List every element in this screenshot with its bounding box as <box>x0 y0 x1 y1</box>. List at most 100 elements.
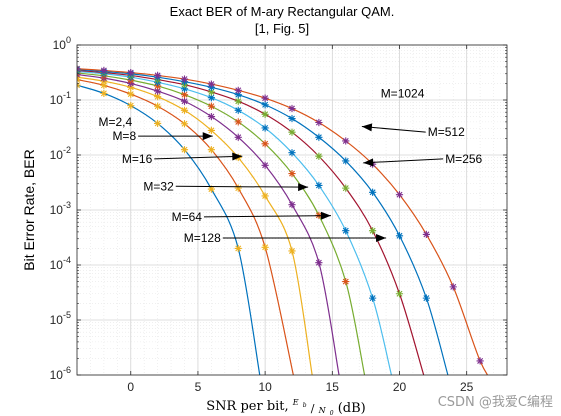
data-point-m512 <box>288 114 296 123</box>
data-point-m512 <box>422 294 430 302</box>
data-point-m1024 <box>395 191 404 199</box>
annotations-group: M=1024 M=512 M=256 M=2,4M=8 M=16 M=32 M=64 M=12… <box>99 87 483 245</box>
y-tick-base: 10 <box>50 93 64 107</box>
x-axis-label-prefix: SNR per bit, <box>206 399 293 414</box>
x-axis-label-n0: N <box>318 406 327 415</box>
x-tick-label: 20 <box>393 380 407 394</box>
series-line-m32 <box>77 73 340 375</box>
data-point-m4 <box>180 146 189 154</box>
y-tick-exponent: -5 <box>63 310 71 320</box>
x-tick-label: 10 <box>258 380 272 394</box>
y-tick-label: 10-2 <box>50 145 71 162</box>
x-tick-label: 15 <box>326 380 340 394</box>
data-point-m16 <box>288 247 296 255</box>
data-point-m512 <box>315 133 323 141</box>
annotation-arrow-line <box>361 125 426 133</box>
annotation-arrow-line <box>154 155 243 160</box>
data-point-m64 <box>261 140 269 148</box>
data-point-m16 <box>154 93 162 101</box>
y-tick-base: 10 <box>50 313 64 327</box>
data-point-m1024 <box>342 137 350 145</box>
data-point-m64 <box>180 91 189 99</box>
annotation-arrow-line <box>363 158 444 164</box>
data-point-m16 <box>127 83 135 91</box>
data-point-m256 <box>342 184 350 192</box>
data-point-m1024 <box>449 283 457 291</box>
data-point-m8 <box>207 146 215 154</box>
y-tick-label: 10-5 <box>50 310 71 327</box>
series-line-m4 <box>77 84 261 375</box>
data-point-m4 <box>207 185 215 193</box>
data-point-m128 <box>261 124 269 132</box>
data-point-m1024 <box>127 68 135 77</box>
data-point-m32 <box>234 133 242 141</box>
data-point-m8 <box>234 184 242 192</box>
data-point-m64 <box>288 169 296 178</box>
data-point-m1024 <box>315 118 323 127</box>
data-point-m8 <box>154 102 162 110</box>
x-tick-label: 0 <box>127 380 134 394</box>
annotation-label: M=8 <box>112 129 136 143</box>
data-point-m256 <box>261 110 269 118</box>
chart-subtitle: [1, Fig. 5] <box>255 21 309 36</box>
annotation-arrow-head <box>202 132 213 141</box>
y-tick-exponent: 0 <box>66 35 71 45</box>
annotation-arrow-head <box>232 152 243 161</box>
data-point-m4 <box>127 102 135 110</box>
x-axis-label: SNR per bit, E b / N 0 (dB) <box>206 394 366 416</box>
annotation-label: M=256 <box>445 152 482 166</box>
data-point-m64 <box>342 277 350 286</box>
data-point-m128 <box>180 85 189 93</box>
y-tick-exponent: -3 <box>63 200 71 210</box>
x-axis-label-eb: E <box>292 398 299 407</box>
data-point-m512 <box>342 157 350 165</box>
data-point-m8 <box>100 81 108 89</box>
data-point-m32 <box>154 87 162 95</box>
annotation-arrow-head <box>376 233 387 242</box>
y-tick-label: 10-6 <box>50 365 71 382</box>
data-point-m128 <box>315 181 323 190</box>
y-tick-base: 10 <box>50 258 64 272</box>
data-point-m1024 <box>100 66 108 75</box>
y-tick-label: 100 <box>53 35 71 52</box>
data-point-m4 <box>100 89 108 97</box>
y-tick-base: 10 <box>50 148 64 162</box>
annotation-label: M=32 <box>143 179 174 193</box>
data-point-m4 <box>234 244 242 253</box>
data-point-m32 <box>261 161 269 169</box>
data-point-m128 <box>369 294 377 302</box>
data-point-m8 <box>127 90 135 98</box>
x-tick-label: 25 <box>460 380 474 394</box>
y-tick-base: 10 <box>53 38 67 52</box>
data-point-m1024 <box>207 80 215 88</box>
data-point-m128 <box>288 149 296 157</box>
data-point-m128 <box>234 106 242 114</box>
x-axis-label-eb-sub: b <box>303 402 307 409</box>
data-point-m128 <box>342 227 350 235</box>
annotation-arrow-head <box>298 183 309 192</box>
data-point-m512 <box>395 232 404 240</box>
data-point-m512 <box>261 101 269 109</box>
watermark-text: CSDN @我爱C编程 <box>437 395 553 410</box>
y-tick-exponent: -4 <box>63 255 71 265</box>
y-tick-exponent: -1 <box>63 90 71 100</box>
data-point-m64 <box>154 82 162 90</box>
x-axis-label-suffix: (dB) <box>338 401 366 416</box>
chart-title: Exact BER of M-ary Rectangular QAM. <box>170 4 395 19</box>
data-point-m256 <box>207 88 215 96</box>
data-point-m512 <box>369 188 377 196</box>
data-point-m256 <box>234 97 242 105</box>
data-point-m1024 <box>180 75 189 83</box>
y-axis-label: Bit Error Rate, BER <box>21 149 37 270</box>
data-point-m32 <box>207 112 215 121</box>
annotation-label: M=2,4 <box>99 115 133 129</box>
annotation-arrow-head <box>320 211 331 220</box>
series-group <box>77 65 489 375</box>
data-point-m16 <box>180 106 189 114</box>
data-point-m256 <box>288 128 296 136</box>
data-point-m4 <box>154 119 162 128</box>
data-point-m1024 <box>154 71 162 80</box>
data-point-m1024 <box>234 86 242 94</box>
y-tick-label: 10-1 <box>50 90 71 107</box>
